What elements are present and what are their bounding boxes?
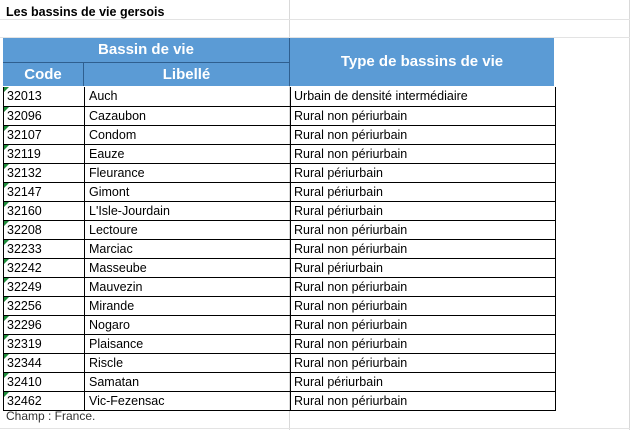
type-cell[interactable]: Rural périurbain	[290, 183, 555, 202]
type-cell[interactable]: Rural périurbain	[290, 164, 555, 183]
code-cell[interactable]: 32107	[4, 126, 84, 144]
number-as-text-flag-icon	[4, 87, 9, 92]
type-cell[interactable]: Rural périurbain	[290, 202, 555, 221]
code-cell[interactable]: 32462	[4, 392, 84, 410]
number-as-text-flag-icon	[4, 126, 9, 131]
type-cell[interactable]: Rural non périurbain	[290, 240, 555, 259]
code-cell[interactable]: 32296	[4, 316, 84, 334]
libelle-cell[interactable]: Plaisance	[84, 335, 290, 354]
table-row: 32013 Auch Urbain de densité intermédiaire	[4, 87, 555, 106]
code-cell[interactable]: 32344	[4, 354, 84, 372]
number-as-text-flag-icon	[4, 278, 9, 283]
libelle-cell[interactable]: Mauvezin	[84, 278, 290, 297]
table-row: 32319 Plaisance Rural non périurbain	[4, 334, 555, 354]
type-cell[interactable]: Rural périurbain	[290, 373, 555, 392]
type-cell[interactable]: Urbain de densité intermédiaire	[290, 87, 555, 106]
libelle-cell[interactable]: Masseube	[84, 259, 290, 278]
number-as-text-flag-icon	[4, 107, 9, 112]
libelle-cell[interactable]: L'Isle-Jourdain	[84, 202, 290, 221]
number-as-text-flag-icon	[4, 373, 9, 378]
table-row: 32208 Lectoure Rural non périurbain	[4, 220, 555, 240]
number-as-text-flag-icon	[4, 221, 9, 226]
number-as-text-flag-icon	[4, 335, 9, 340]
code-cell[interactable]: 32410	[4, 373, 84, 391]
number-as-text-flag-icon	[4, 202, 9, 207]
type-cell[interactable]: Rural périurbain	[290, 259, 555, 278]
table-row: 32256 Mirande Rural non périurbain	[4, 296, 555, 316]
type-cell[interactable]: Rural non périurbain	[290, 221, 555, 240]
libelle-cell[interactable]: Mirande	[84, 297, 290, 316]
libelle-cell[interactable]: Vic-Fezensac	[84, 392, 290, 411]
table-row: 32242 Masseube Rural périurbain	[4, 258, 555, 278]
table-row: 32296 Nogaro Rural non périurbain	[4, 315, 555, 335]
type-cell[interactable]: Rural non périurbain	[290, 107, 555, 126]
table-row: 32344 Riscle Rural non périurbain	[4, 353, 555, 373]
code-cell[interactable]: 32096	[4, 107, 84, 125]
header-bassin-de-vie[interactable]: Bassin de vie	[98, 41, 194, 58]
number-as-text-flag-icon	[4, 392, 9, 397]
sheet-title[interactable]: Les bassins de vie gersois	[6, 5, 165, 19]
header-code[interactable]: Code	[24, 66, 62, 83]
table-row: 32160 L'Isle-Jourdain Rural périurbain	[4, 201, 555, 221]
code-cell[interactable]: 32132	[4, 164, 84, 182]
table-body: 32013 Auch Urbain de densité intermédiaire…	[3, 87, 556, 411]
libelle-cell[interactable]: Nogaro	[84, 316, 290, 335]
code-cell[interactable]: 32242	[4, 259, 84, 277]
table-row: 32147 Gimont Rural périurbain	[4, 182, 555, 202]
number-as-text-flag-icon	[4, 183, 9, 188]
type-cell[interactable]: Rural non périurbain	[290, 297, 555, 316]
header-type[interactable]: Type de bassins de vie	[340, 53, 504, 70]
code-cell[interactable]: 32147	[4, 183, 84, 201]
code-cell[interactable]: 32160	[4, 202, 84, 220]
type-cell[interactable]: Rural non périurbain	[290, 126, 555, 145]
number-as-text-flag-icon	[4, 316, 9, 321]
libelle-cell[interactable]: Lectoure	[84, 221, 290, 240]
number-as-text-flag-icon	[4, 354, 9, 359]
libelle-cell[interactable]: Auch	[84, 87, 290, 106]
libelle-cell[interactable]: Condom	[84, 126, 290, 145]
libelle-cell[interactable]: Samatan	[84, 373, 290, 392]
table-row: 32096 Cazaubon Rural non périurbain	[4, 106, 555, 126]
number-as-text-flag-icon	[4, 297, 9, 302]
table-row: 32233 Marciac Rural non périurbain	[4, 239, 555, 259]
type-cell[interactable]: Rural non périurbain	[290, 354, 555, 373]
libelle-cell[interactable]: Eauze	[84, 145, 290, 164]
type-cell[interactable]: Rural non périurbain	[290, 392, 555, 411]
code-cell[interactable]: 32256	[4, 297, 84, 315]
code-cell[interactable]: 32208	[4, 221, 84, 239]
source-note[interactable]: Champ : France.	[6, 409, 96, 423]
table-row: 32462 Vic-Fezensac Rural non périurbain	[4, 391, 555, 411]
libelle-cell[interactable]: Fleurance	[84, 164, 290, 183]
type-cell[interactable]: Rural non périurbain	[290, 316, 555, 335]
header-libelle[interactable]: Libellé	[162, 66, 211, 83]
table-row: 32119 Eauze Rural non périurbain	[4, 144, 555, 164]
type-cell[interactable]: Rural non périurbain	[290, 278, 555, 297]
libelle-cell[interactable]: Riscle	[84, 354, 290, 373]
number-as-text-flag-icon	[4, 259, 9, 264]
number-as-text-flag-icon	[4, 145, 9, 150]
table-row: 32132 Fleurance Rural périurbain	[4, 163, 555, 183]
code-cell[interactable]: 32233	[4, 240, 84, 258]
type-cell[interactable]: Rural non périurbain	[290, 335, 555, 354]
code-cell[interactable]: 32249	[4, 278, 84, 296]
table-row: 32107 Condom Rural non périurbain	[4, 125, 555, 145]
code-cell[interactable]: 32013	[4, 87, 84, 105]
code-cell[interactable]: 32119	[4, 145, 84, 163]
table-row: 32410 Samatan Rural périurbain	[4, 372, 555, 392]
number-as-text-flag-icon	[4, 164, 9, 169]
libelle-cell[interactable]: Gimont	[84, 183, 290, 202]
type-cell[interactable]: Rural non périurbain	[290, 145, 555, 164]
code-cell[interactable]: 32319	[4, 335, 84, 353]
table-row: 32249 Mauvezin Rural non périurbain	[4, 277, 555, 297]
table-header: Bassin de vie Code Libellé Type de bassi…	[3, 38, 554, 86]
libelle-cell[interactable]: Marciac	[84, 240, 290, 259]
number-as-text-flag-icon	[4, 240, 9, 245]
libelle-cell[interactable]: Cazaubon	[84, 107, 290, 126]
